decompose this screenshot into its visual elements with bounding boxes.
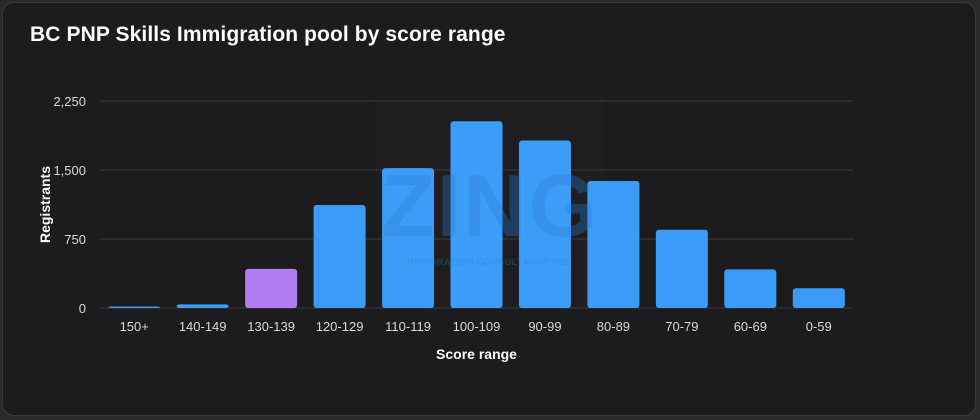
watermark-brand: ZING (381, 156, 599, 255)
x-tick-label: 120-129 (316, 319, 364, 334)
y-axis-label: Registrants (37, 166, 53, 243)
bar-120-129 (313, 204, 366, 308)
x-tick-label: 140-149 (179, 319, 227, 334)
x-tick-label: 70-79 (665, 319, 698, 334)
x-tick-label: 80-89 (597, 319, 630, 334)
x-tick-label: 60-69 (734, 319, 767, 334)
bar-60-69 (724, 269, 777, 308)
x-tick-label: 150+ (120, 319, 149, 334)
x-tick-label: 90-99 (528, 319, 561, 334)
x-tick-label: 0-59 (806, 319, 832, 334)
x-axis-label: Score range (436, 346, 517, 362)
bar-110-119 (382, 168, 435, 308)
bar-130-139 (245, 268, 298, 308)
chart-title: BC PNP Skills Immigration pool by score … (30, 23, 506, 46)
y-tick-label: 2,250 (53, 94, 86, 109)
x-tick-label: 100-109 (453, 319, 501, 334)
watermark-tagline: IMMIGRATION CONSULTANCY INC. (407, 257, 572, 267)
bar-70-79 (655, 229, 708, 308)
y-tick-label: 750 (64, 232, 86, 247)
bar-140-149 (176, 304, 229, 308)
x-tick-label: 110-119 (385, 319, 431, 334)
watermark-logo: ZING IMMIGRATION CONSULTANCY INC. (381, 156, 599, 267)
bar-0-59 (792, 288, 845, 308)
y-tick-label: 1,500 (53, 163, 86, 178)
bar-80-89 (587, 181, 640, 308)
bar-150+ (108, 306, 161, 308)
bar-100-109 (450, 121, 503, 309)
x-tick-label: 130-139 (247, 319, 295, 334)
y-tick-label: 0 (79, 301, 86, 316)
bar-90-99 (518, 140, 571, 308)
